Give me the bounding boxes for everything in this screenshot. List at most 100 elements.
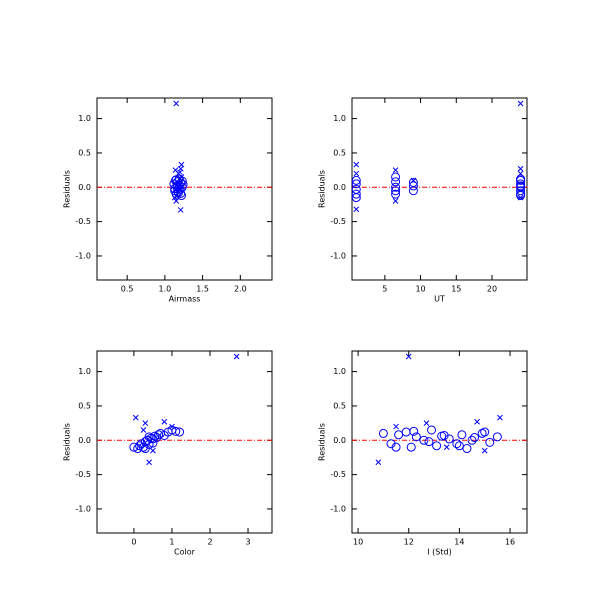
circle-marker: [516, 181, 526, 191]
circle-marker: [391, 172, 401, 182]
plot-frame: [351, 97, 528, 281]
x-tick-label: 12: [404, 538, 414, 547]
x-marker: [517, 165, 524, 172]
circle-marker: [175, 184, 185, 194]
x-marker: [146, 459, 152, 466]
x-marker: [177, 207, 184, 213]
circle-marker: [462, 444, 472, 454]
circle-marker: [391, 442, 401, 452]
circle-marker: [148, 438, 158, 448]
x-marker: [393, 423, 399, 430]
x-tick-label: 16: [505, 538, 515, 547]
circle-marker: [129, 442, 139, 452]
x-tick-label: 10: [353, 538, 363, 547]
circle-marker: [177, 176, 187, 186]
circle-marker: [150, 431, 160, 441]
x-tick-label: 3: [245, 538, 250, 547]
plot-frame: [96, 97, 273, 281]
x-marker: [392, 167, 399, 173]
circle-marker: [401, 427, 411, 437]
circle-marker: [172, 182, 182, 192]
circle-marker: [470, 433, 480, 443]
circle-marker: [351, 179, 361, 189]
x-marker: [150, 447, 156, 454]
circle-marker: [351, 189, 361, 199]
y-tick-label: 1.0: [78, 114, 91, 123]
circle-marker: [457, 430, 467, 440]
y-tick-label: 0.5: [78, 148, 91, 157]
circle-marker: [516, 186, 526, 196]
x-axis-label: Color: [174, 548, 196, 557]
circle-marker: [140, 444, 150, 454]
x-marker: [161, 418, 168, 425]
x-marker: [497, 414, 503, 421]
x-marker: [375, 459, 382, 466]
y-tick-label: 0.0: [333, 436, 346, 445]
circle-marker: [406, 442, 416, 452]
y-tick-label: -0.5: [75, 217, 91, 226]
circle-marker: [467, 435, 477, 445]
x-marker: [233, 353, 240, 360]
circle-marker: [492, 432, 502, 442]
y-tick-label: 0.5: [333, 401, 346, 410]
x-tick-label: 1.5: [196, 285, 209, 294]
circle-marker: [408, 181, 418, 191]
circle-marker: [452, 439, 462, 449]
x-axis-label: Airmass: [169, 295, 201, 304]
circle-marker: [409, 426, 419, 436]
circle-marker: [432, 441, 442, 451]
x-marker: [423, 420, 430, 426]
circle-marker: [477, 428, 487, 438]
y-tick-label: -0.5: [330, 470, 346, 479]
circle-marker: [424, 437, 434, 447]
x-axis-label: UT: [434, 295, 445, 304]
x-marker: [353, 161, 360, 168]
circle-marker: [351, 175, 361, 185]
circle-marker: [427, 425, 437, 435]
circle-marker: [411, 432, 421, 442]
y-axis-label: Residuals: [318, 423, 327, 461]
x-tick-label: 2: [207, 538, 212, 547]
x-marker: [405, 353, 412, 360]
circle-marker: [178, 180, 188, 190]
y-tick-label: 1.0: [333, 367, 346, 376]
x-tick-label: 2.0: [234, 285, 247, 294]
circle-marker: [378, 428, 388, 438]
x-marker: [173, 198, 180, 204]
circle-marker: [154, 430, 164, 440]
x-tick-label: 0: [131, 538, 136, 547]
x-tick-label: 14: [454, 538, 464, 547]
y-axis-label: Residuals: [63, 423, 72, 461]
x-marker: [392, 198, 399, 204]
x-tick-label: 0.5: [121, 285, 134, 294]
y-tick-label: 0.5: [333, 148, 346, 157]
y-tick-label: -1.0: [75, 251, 91, 260]
x-marker: [142, 420, 149, 426]
y-tick-label: 0.0: [78, 183, 91, 192]
y-axis-label: Residuals: [318, 170, 327, 208]
x-tick-label: 1.0: [159, 285, 172, 294]
y-tick-label: -0.5: [330, 217, 346, 226]
x-marker: [474, 418, 480, 425]
y-tick-label: 1.0: [333, 114, 346, 123]
circle-marker: [419, 435, 429, 445]
circle-marker: [173, 186, 183, 196]
circle-marker: [171, 426, 181, 436]
y-tick-label: -1.0: [330, 251, 346, 260]
y-tick-label: 0.0: [78, 436, 91, 445]
y-tick-label: -1.0: [75, 504, 91, 513]
circle-marker: [138, 442, 148, 452]
circle-marker: [408, 186, 418, 196]
x-marker: [517, 100, 524, 107]
circle-marker: [351, 193, 361, 203]
circle-marker: [439, 430, 449, 440]
circle-marker: [175, 427, 185, 437]
x-tick-label: 15: [451, 285, 461, 294]
x-marker: [353, 170, 360, 177]
circle-marker: [480, 427, 490, 437]
x-tick-label: 20: [487, 285, 497, 294]
x-marker: [132, 414, 139, 421]
x-tick-label: 10: [415, 285, 425, 294]
y-tick-label: -1.0: [330, 504, 346, 513]
